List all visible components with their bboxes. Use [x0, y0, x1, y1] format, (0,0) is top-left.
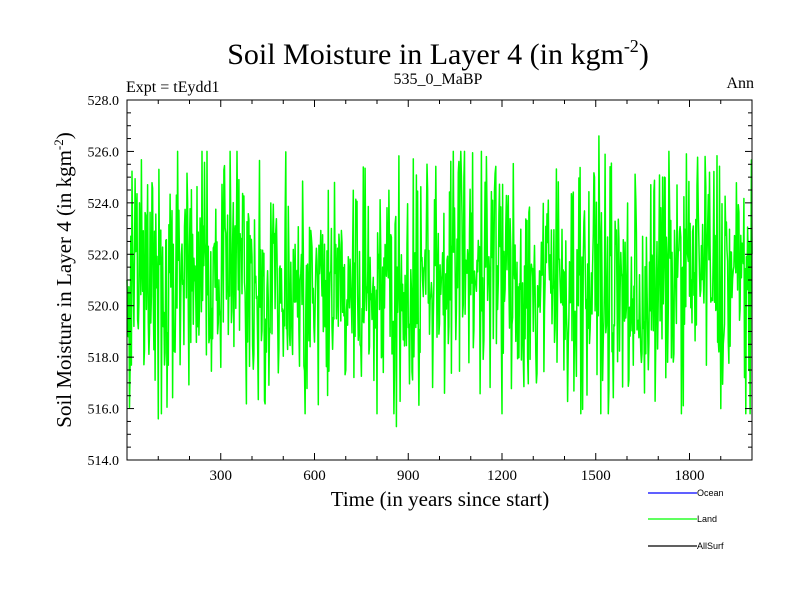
- y-tick-label: 526.0: [88, 145, 120, 160]
- y-axis-label: Soil Moisture in Layer 4 (in kgm-2): [51, 132, 76, 427]
- legend: Ocean Land AllSurf: [648, 488, 724, 551]
- plot-area: 300 600 900 1200 1500 1800 514.0 516.0 518.0 520…: [88, 94, 753, 484]
- land-series-line: [126, 135, 753, 428]
- y-axis: 514.0 516.0 518.0 520.0 522.0 524.0 526.0 528.0: [88, 94, 752, 469]
- chart-title: Soil Moisture in Layer 4 (in kgm-2): [227, 36, 649, 71]
- season-label: Ann: [726, 75, 754, 92]
- series-layer: [126, 135, 753, 428]
- x-tick-label: 300: [210, 468, 233, 484]
- y-tick-label: 522.0: [88, 248, 120, 263]
- y-tick-label: 524.0: [88, 197, 120, 212]
- x-tick-label: 1500: [581, 468, 611, 484]
- experiment-label: Expt = tEydd1: [126, 79, 219, 96]
- x-tick-label: 900: [397, 468, 420, 484]
- y-tick-label: 528.0: [88, 94, 120, 109]
- legend-label-allsurf: AllSurf: [697, 541, 724, 551]
- x-axis: 300 600 900 1200 1500 1800: [157, 100, 722, 484]
- y-tick-label: 518.0: [88, 351, 120, 366]
- legend-label-land: Land: [697, 514, 717, 524]
- x-tick-label: 1200: [487, 468, 517, 484]
- legend-label-ocean: Ocean: [697, 488, 724, 498]
- y-tick-label: 514.0: [88, 454, 120, 469]
- x-tick-label: 600: [303, 468, 326, 484]
- period-label: 535_0_MaBP: [394, 71, 483, 88]
- x-axis-label: Time (in years since start): [331, 487, 550, 511]
- x-tick-label: 1800: [675, 468, 705, 484]
- y-tick-label: 516.0: [88, 403, 120, 418]
- y-tick-label: 520.0: [88, 300, 120, 315]
